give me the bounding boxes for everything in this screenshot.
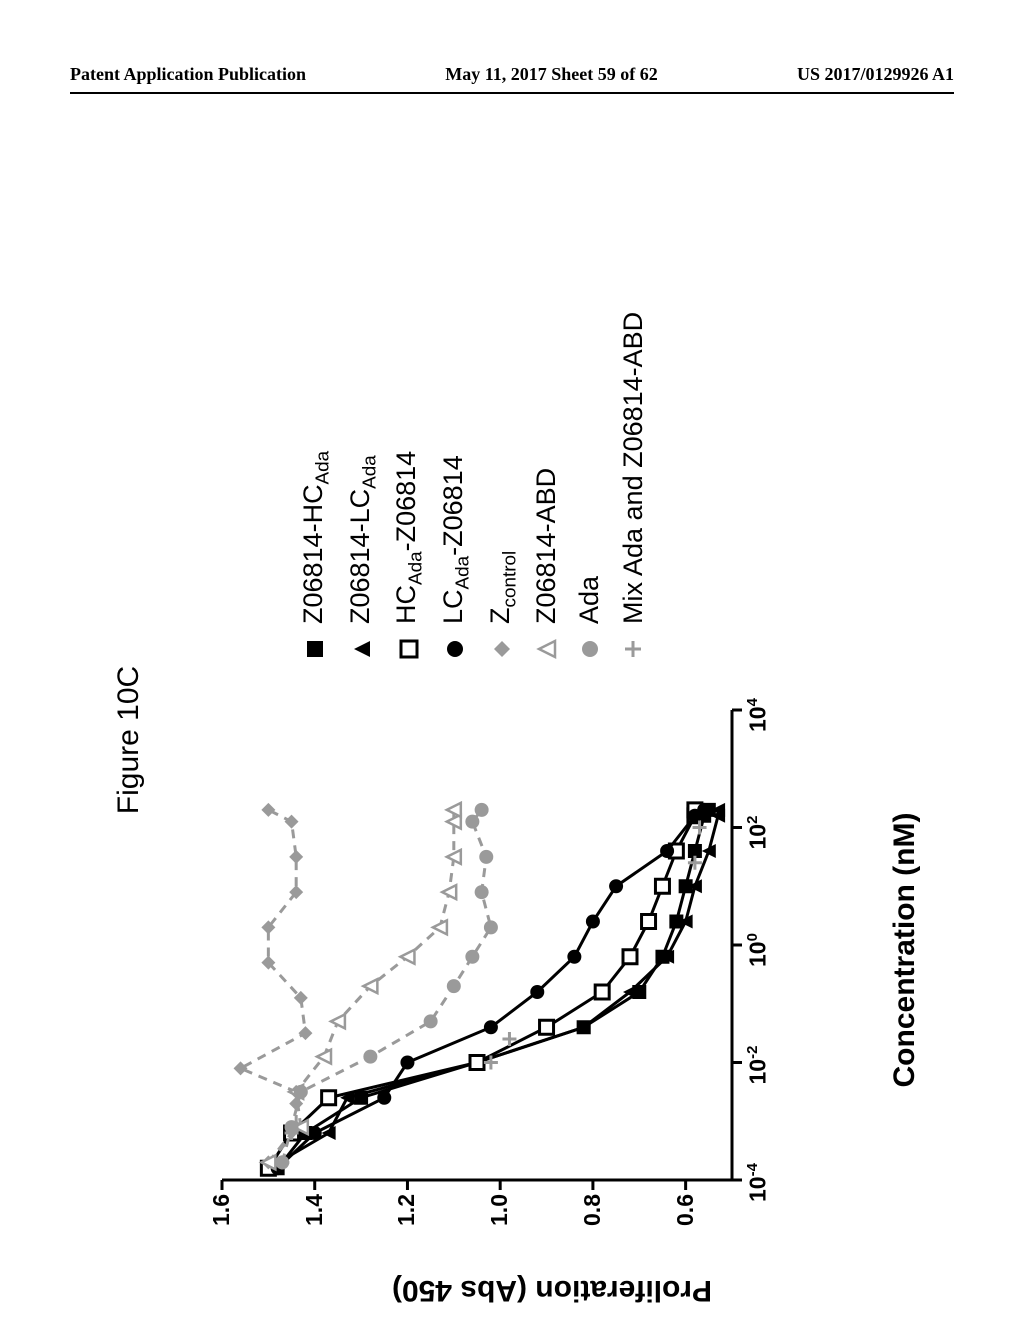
x-tick-label: 104 xyxy=(744,698,772,732)
legend-item: Z06814-HCAda xyxy=(292,312,339,660)
figure-title: Figure 10C xyxy=(112,666,146,814)
y-tick-label: 0.8 xyxy=(579,1194,606,1226)
legend-marker-triangle-filled xyxy=(351,638,373,660)
x-tick-label: 10-2 xyxy=(744,1046,772,1085)
chart-wrap: Proliferation (Abs 450) Concentration (n… xyxy=(192,200,912,1280)
y-tick-label: 1.4 xyxy=(301,1194,328,1226)
legend-label: Z06814-LCAda xyxy=(339,455,386,624)
legend-item: LCAda-Z06814 xyxy=(432,312,479,660)
y-axis-label: Proliferation (Abs 450) xyxy=(392,1273,712,1307)
y-tick-label: 0.6 xyxy=(672,1194,699,1226)
legend-item: Ada xyxy=(568,312,611,660)
x-tick-label: 10-4 xyxy=(744,1163,772,1202)
legend-label: Zcontrol xyxy=(479,551,526,624)
figure-area: Figure 10C Proliferation (Abs 450) Conce… xyxy=(112,200,912,1280)
legend-marker-diamond-filled xyxy=(491,638,513,660)
legend-label: LCAda-Z06814 xyxy=(432,455,479,624)
header-center: May 11, 2017 Sheet 59 of 62 xyxy=(445,64,657,85)
legend-label: HCAda-Z06814 xyxy=(385,451,432,624)
x-tick-label: 100 xyxy=(744,933,772,967)
legend-item: Zcontrol xyxy=(479,312,526,660)
x-tick-label: 102 xyxy=(744,816,772,850)
legend-label: Mix Ada and Z06814-ABD xyxy=(612,312,655,624)
header-right: US 2017/0129926 A1 xyxy=(797,64,954,85)
legend-item: Mix Ada and Z06814-ABD xyxy=(612,312,655,660)
legend-item: HCAda-Z06814 xyxy=(385,312,432,660)
legend: Z06814-HCAdaZ06814-LCAdaHCAda-Z06814LCAd… xyxy=(292,312,655,660)
y-tick-label: 1.2 xyxy=(393,1194,420,1226)
page-header: Patent Application Publication May 11, 2… xyxy=(0,64,1024,85)
legend-marker-square-filled xyxy=(304,638,326,660)
y-tick-label: 1.6 xyxy=(208,1194,235,1226)
legend-item: Z06814-ABD xyxy=(525,312,568,660)
legend-item: Z06814-LCAda xyxy=(339,312,386,660)
legend-label: Ada xyxy=(568,576,611,624)
header-rule xyxy=(70,92,954,94)
legend-marker-square-open xyxy=(398,638,420,660)
legend-label: Z06814-ABD xyxy=(525,468,568,624)
legend-marker-triangle-open xyxy=(536,638,558,660)
header-left: Patent Application Publication xyxy=(70,64,306,85)
legend-marker-plus-gray xyxy=(622,638,644,660)
x-axis-label: Concentration (nM) xyxy=(888,813,922,1088)
legend-label: Z06814-HCAda xyxy=(292,451,339,624)
plot-svg xyxy=(212,700,772,1200)
plot-area: 0.60.81.01.21.41.610-410-2100102104 xyxy=(212,700,772,1200)
legend-marker-circle-gray xyxy=(579,638,601,660)
legend-marker-circle-filled xyxy=(444,638,466,660)
y-tick-label: 1.0 xyxy=(486,1194,513,1226)
